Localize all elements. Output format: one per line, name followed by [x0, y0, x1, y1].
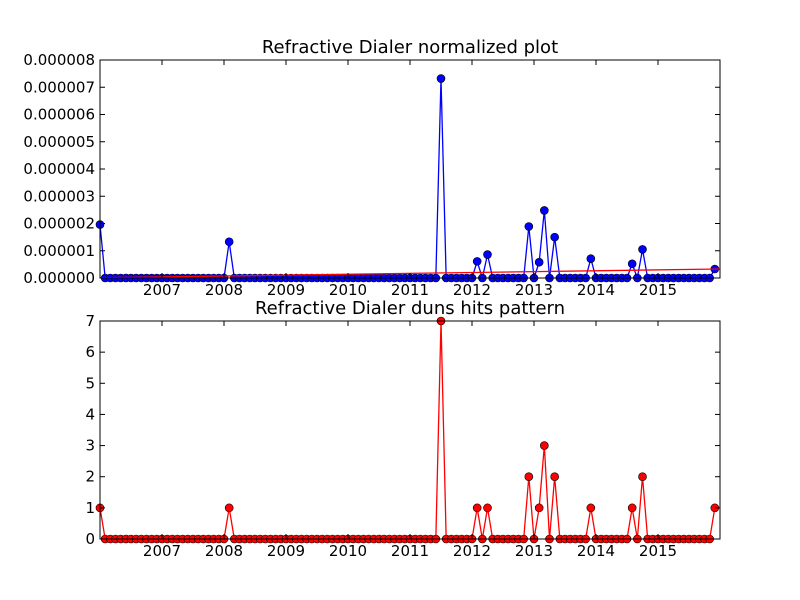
y-tick-label: 0	[85, 530, 95, 548]
y-tick-label: 0.000003	[23, 187, 95, 205]
y-tick-label: 7	[85, 312, 95, 330]
chart-duns-hits-pattern: Refractive Dialer duns hits pattern 2007…	[85, 298, 721, 560]
data-point	[524, 472, 534, 482]
data-point	[534, 503, 544, 513]
data-point	[483, 250, 492, 259]
data-point	[540, 206, 549, 215]
x-tick-label: 2014	[577, 281, 615, 299]
data-point	[224, 503, 234, 513]
data-point	[627, 503, 637, 513]
x-tick-label: 2013	[515, 542, 553, 560]
y-tick-label: 0.000002	[23, 215, 95, 233]
y-tick-label: 0.000005	[23, 133, 95, 151]
y-tick-label: 6	[85, 343, 95, 361]
x-tick-label: 2008	[205, 281, 243, 299]
data-point	[586, 254, 596, 263]
x-tick-label: 2009	[267, 542, 305, 560]
y-tick-label: 3	[85, 437, 95, 455]
y-axis: 0.000000 0.000001 0.000002 0.000003 0.000004…	[23, 51, 720, 287]
data-point	[550, 472, 559, 482]
x-tick-label: 2007	[143, 542, 181, 560]
data-point	[638, 245, 647, 254]
y-tick-label: 0.000008	[23, 51, 95, 69]
data-point	[586, 503, 596, 513]
data-point	[472, 503, 482, 513]
x-tick-label: 2013	[515, 281, 553, 299]
chart-normalized-plot: Refractive Dialer normalized plot 2007 20…	[23, 37, 721, 299]
data-point	[524, 222, 534, 231]
plot-area	[95, 316, 720, 544]
x-tick-label: 2015	[639, 542, 677, 560]
x-tick-label: 2010	[329, 281, 367, 299]
data-point	[483, 503, 492, 513]
data-point	[627, 259, 637, 269]
x-tick-label: 2014	[577, 542, 615, 560]
y-tick-label: 0.000007	[23, 78, 95, 96]
x-axis: 2007 2008 2009 2010 2011 2012 2013 2014 2015	[143, 60, 677, 299]
y-tick-label: 2	[85, 468, 95, 486]
x-tick-label: 2011	[391, 281, 429, 299]
data-point	[224, 237, 234, 247]
x-axis: 2007 2008 2009 2010 2011 2012 2013 2014 2015	[143, 321, 677, 560]
x-tick-label: 2007	[143, 281, 181, 299]
y-tick-label: 0.000004	[23, 160, 95, 178]
data-point	[550, 232, 559, 242]
x-tick-label: 2012	[453, 281, 491, 299]
data-point	[472, 257, 482, 266]
x-tick-label: 2009	[267, 281, 305, 299]
y-tick-label: 0.000000	[23, 269, 95, 287]
y-tick-label: 0.000006	[23, 106, 95, 124]
x-tick-label: 2010	[329, 542, 367, 560]
y-tick-label: 5	[85, 374, 95, 392]
data-point	[534, 257, 544, 267]
chart-title: Refractive Dialer normalized plot	[262, 37, 558, 58]
y-tick-label: 1	[85, 499, 95, 517]
data-point	[436, 74, 446, 83]
data-point	[540, 441, 549, 450]
x-tick-label: 2008	[205, 542, 243, 560]
x-tick-label: 2011	[391, 542, 429, 560]
data-point	[638, 472, 647, 482]
y-tick-label: 0.000001	[23, 242, 95, 260]
x-tick-label: 2012	[453, 542, 491, 560]
chart-title: Refractive Dialer duns hits pattern	[255, 298, 565, 319]
y-axis: 0 1 2 3 4 5 6 7	[85, 312, 720, 548]
x-tick-label: 2015	[639, 281, 677, 299]
y-tick-label: 4	[85, 405, 95, 423]
